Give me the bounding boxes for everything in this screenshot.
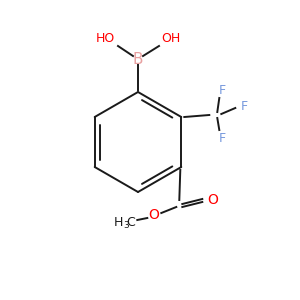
Text: F: F <box>241 100 248 113</box>
Text: O: O <box>207 193 218 207</box>
Text: H: H <box>114 217 123 230</box>
Text: OH: OH <box>161 32 181 46</box>
Text: C: C <box>126 217 135 230</box>
Text: F: F <box>219 131 226 145</box>
Text: F: F <box>219 83 226 97</box>
Text: B: B <box>133 52 143 68</box>
Text: O: O <box>148 208 159 222</box>
Text: HO: HO <box>95 32 115 46</box>
Text: 3: 3 <box>123 221 129 230</box>
